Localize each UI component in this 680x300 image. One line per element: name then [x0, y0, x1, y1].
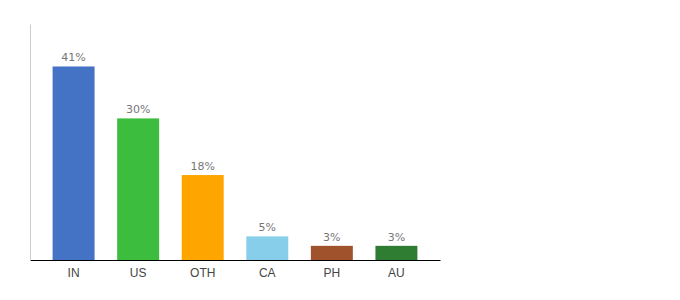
- x-tick: CA: [259, 266, 276, 280]
- chart: 41% 30% 18% 5% 3% 3% IN US OTH CA PH AU: [0, 0, 680, 300]
- x-tick-label: AU: [388, 266, 405, 280]
- bar: [375, 246, 417, 260]
- data-label: 41%: [61, 51, 85, 64]
- bar: [182, 175, 224, 260]
- bars: [53, 66, 418, 260]
- x-tick-label: IN: [68, 266, 80, 280]
- x-axis-line: [31, 260, 441, 261]
- x-tick-label: OTH: [190, 266, 215, 280]
- bar: [311, 246, 353, 260]
- data-labels: 41% 30% 18% 5% 3% 3%: [61, 51, 405, 243]
- data-label: 30%: [126, 103, 150, 116]
- x-tick-label: US: [130, 266, 147, 280]
- x-tick-label: CA: [259, 266, 276, 280]
- x-axis: IN US OTH CA PH AU: [31, 261, 441, 280]
- y-axis: [30, 25, 31, 261]
- x-tick: OTH: [190, 266, 215, 280]
- x-tick-label: PH: [324, 266, 341, 280]
- x-tick: AU: [388, 266, 405, 280]
- bar: [117, 118, 159, 260]
- x-tick: PH: [324, 266, 341, 280]
- x-tick: IN: [68, 266, 80, 280]
- bar: [246, 236, 288, 260]
- plot: 41% 30% 18% 5% 3% 3% IN US OTH CA PH AU: [31, 25, 441, 280]
- data-label: 3%: [323, 231, 340, 244]
- data-label: 18%: [190, 160, 214, 173]
- data-label: 3%: [388, 231, 405, 244]
- x-tick: US: [130, 266, 147, 280]
- bar: [53, 66, 95, 260]
- y-axis-line: [30, 25, 31, 261]
- data-label: 5%: [259, 221, 276, 234]
